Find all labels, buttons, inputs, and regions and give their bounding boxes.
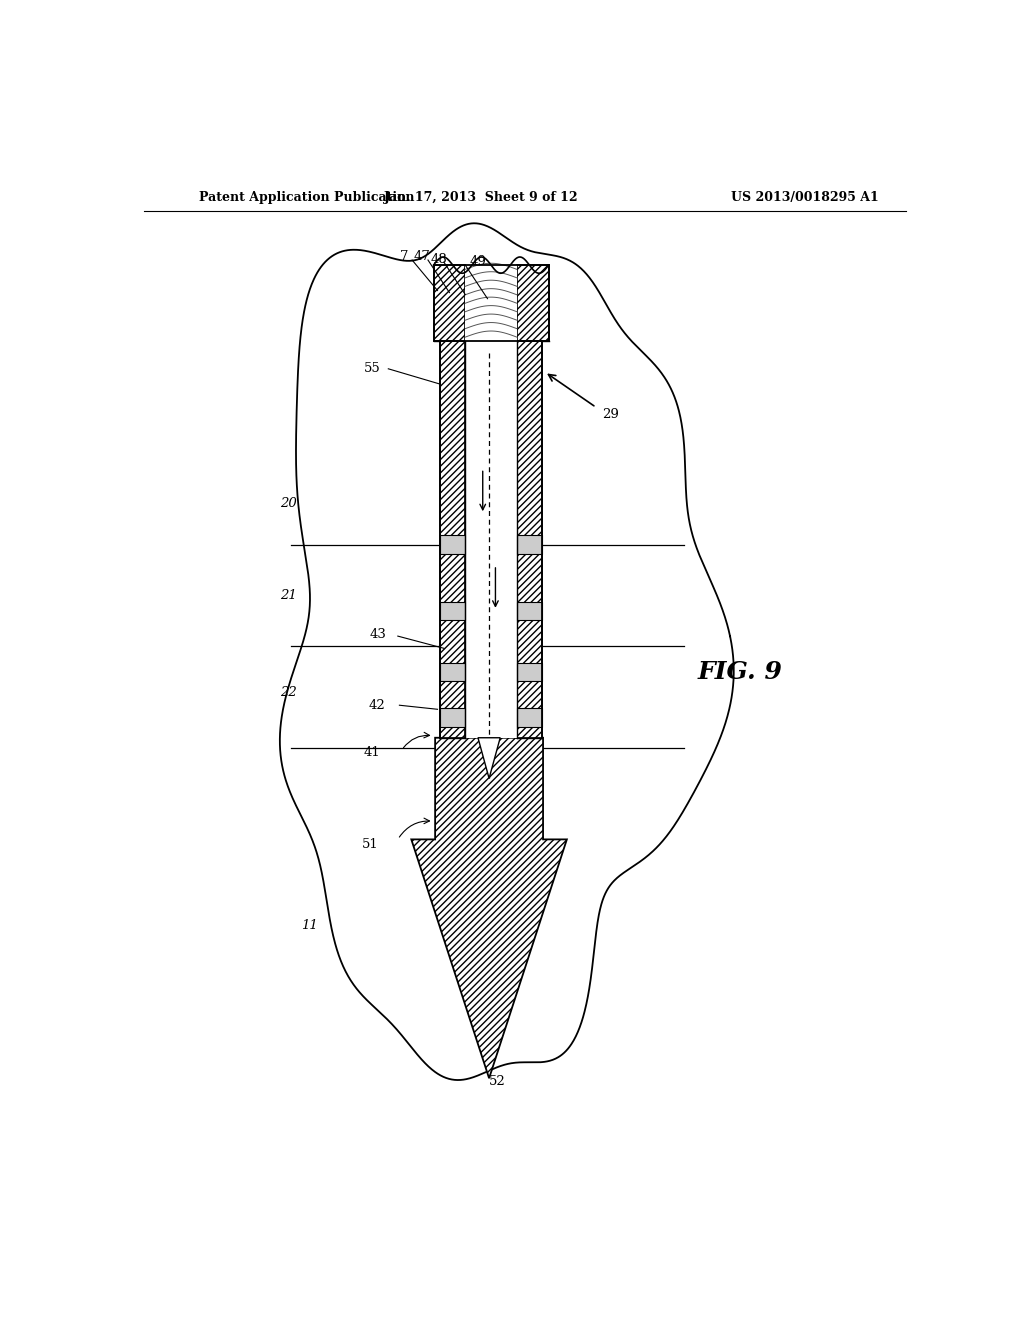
Text: 49: 49 <box>469 255 486 268</box>
Bar <box>517 536 543 554</box>
Text: 22: 22 <box>281 685 297 698</box>
Text: 43: 43 <box>370 627 386 640</box>
Bar <box>433 265 465 342</box>
Bar <box>433 265 549 342</box>
Text: 51: 51 <box>361 838 379 851</box>
Bar <box>465 265 517 342</box>
Text: 47: 47 <box>414 251 430 264</box>
Text: 11: 11 <box>301 919 317 932</box>
Text: US 2013/0018295 A1: US 2013/0018295 A1 <box>731 190 879 203</box>
Text: 48: 48 <box>431 252 447 265</box>
Text: Patent Application Publication: Patent Application Publication <box>200 190 415 203</box>
Text: 41: 41 <box>365 747 381 759</box>
Text: 20: 20 <box>281 498 297 511</box>
Bar <box>517 709 543 726</box>
Bar <box>440 663 465 681</box>
Bar <box>433 265 465 342</box>
Bar <box>517 602 543 620</box>
Bar <box>517 342 543 738</box>
Text: 42: 42 <box>369 698 386 711</box>
Bar <box>440 342 465 738</box>
Text: Jan. 17, 2013  Sheet 9 of 12: Jan. 17, 2013 Sheet 9 of 12 <box>384 190 579 203</box>
Bar <box>440 709 465 726</box>
Text: 52: 52 <box>489 1074 506 1088</box>
Bar <box>517 663 543 681</box>
Text: FIG. 9: FIG. 9 <box>697 660 782 684</box>
Bar <box>440 602 465 620</box>
Bar <box>517 342 543 738</box>
Bar <box>517 265 549 342</box>
Text: 29: 29 <box>602 408 620 421</box>
Text: 7: 7 <box>400 251 409 264</box>
Bar <box>465 342 517 738</box>
Bar <box>517 265 549 342</box>
Bar <box>440 536 465 554</box>
Text: 21: 21 <box>281 589 297 602</box>
Polygon shape <box>478 738 500 779</box>
Bar <box>440 342 465 738</box>
Polygon shape <box>412 738 567 1078</box>
Text: 55: 55 <box>365 362 381 375</box>
